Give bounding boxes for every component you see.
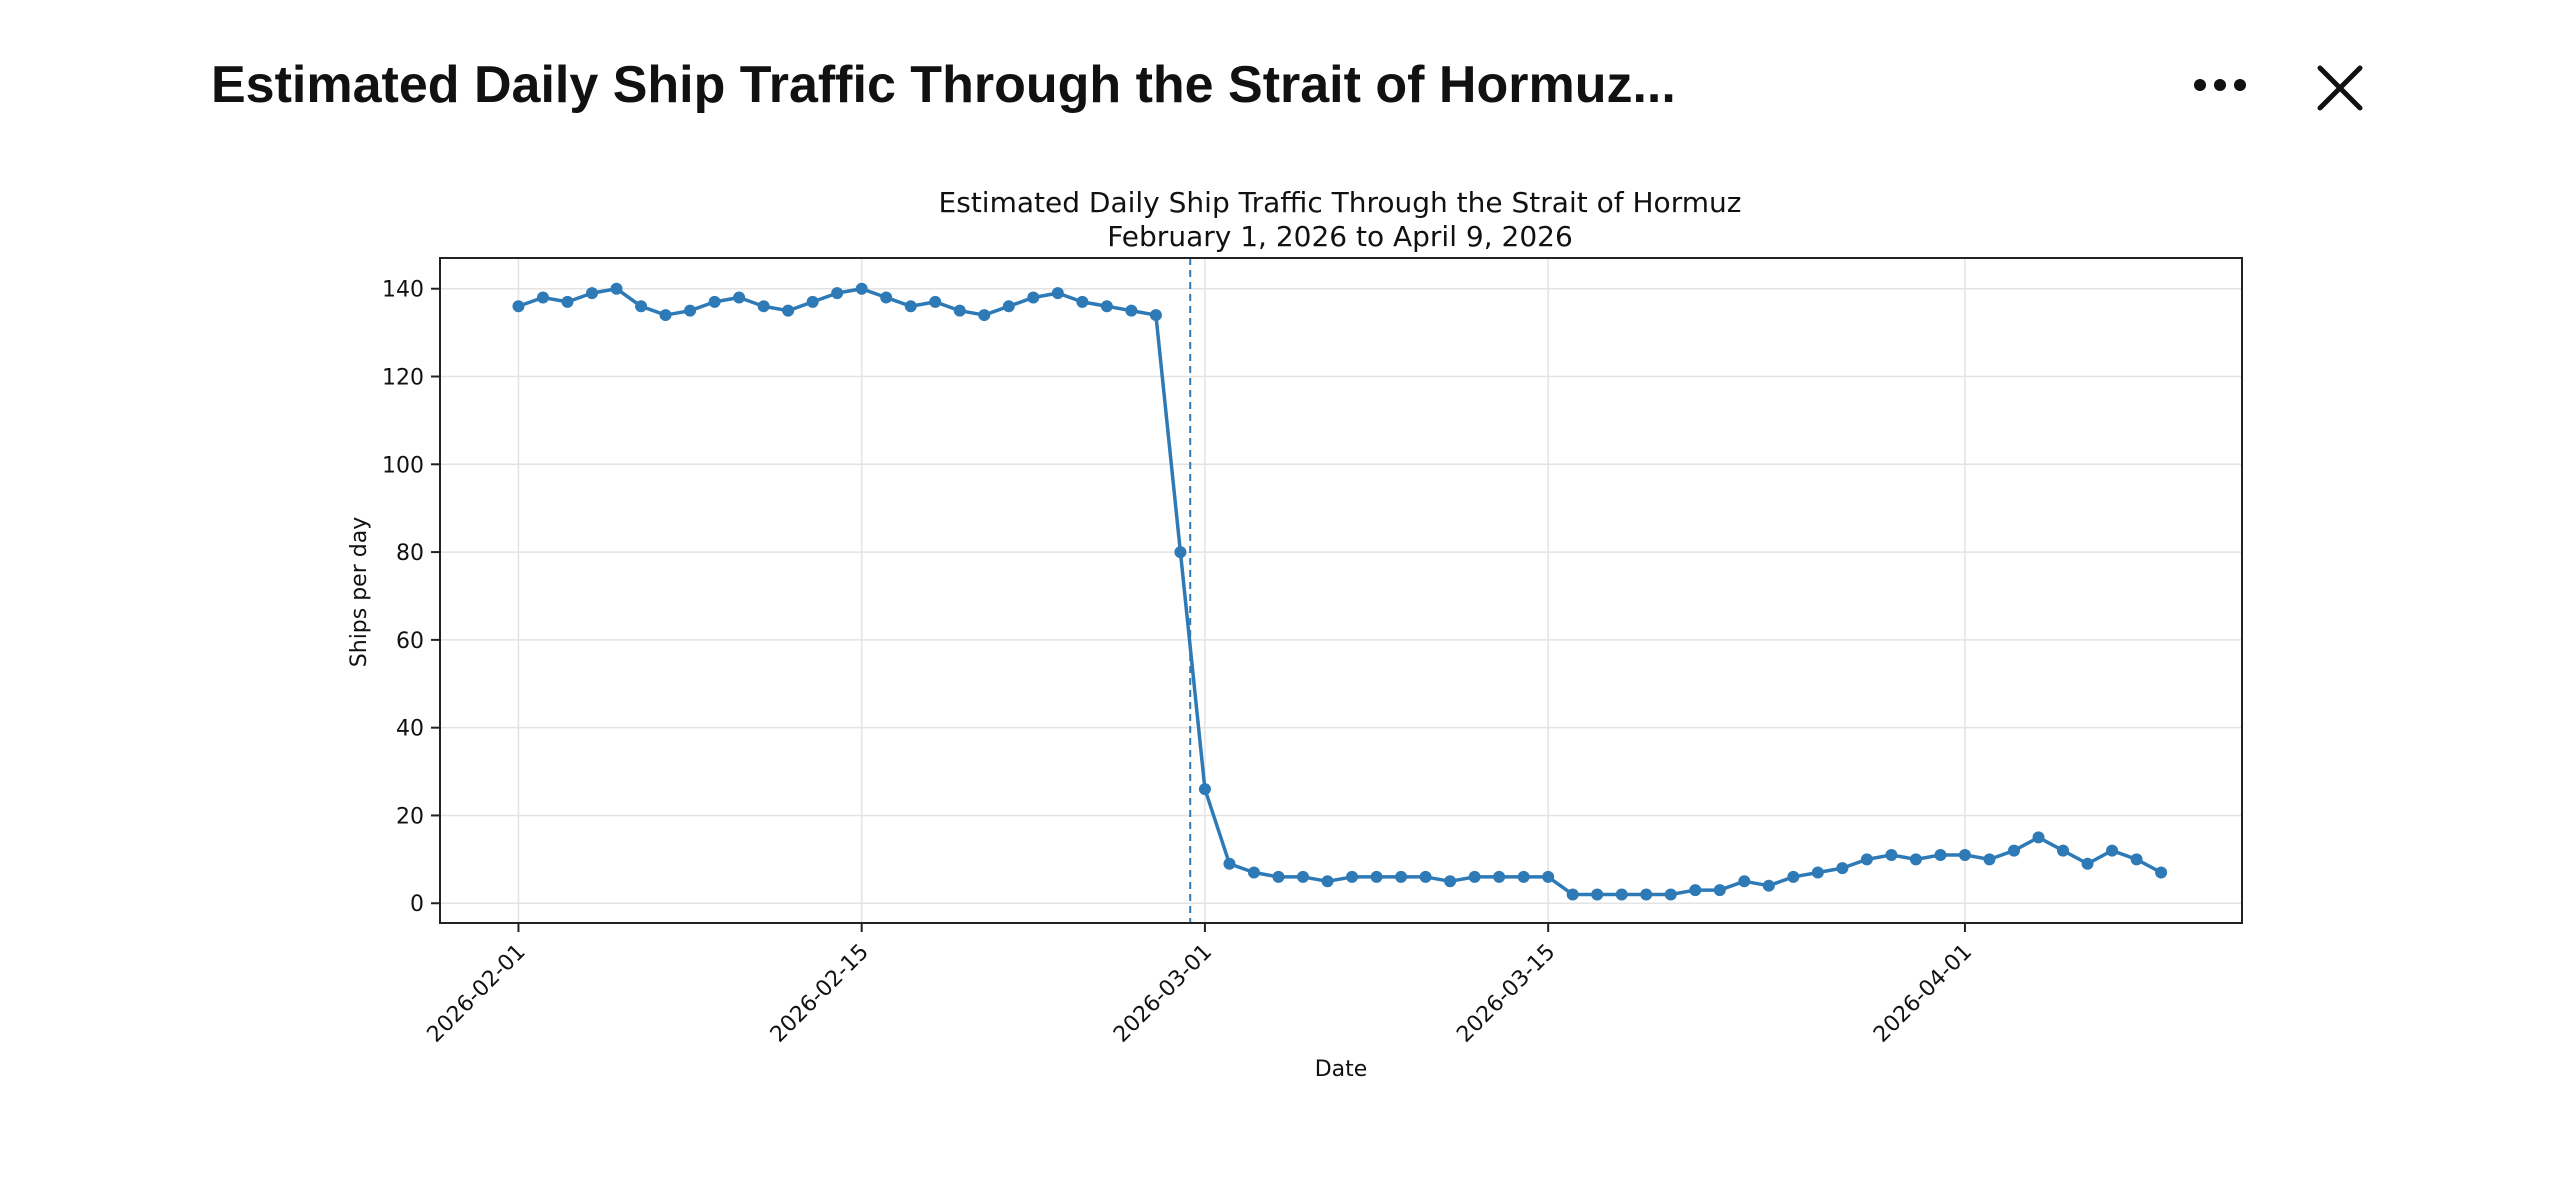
data-point: [807, 296, 819, 308]
y-tick-label: 0: [410, 892, 424, 917]
data-point: [1420, 871, 1432, 883]
data-point: [1003, 300, 1015, 312]
x-tick-label: 2026-04-01: [1869, 940, 1977, 1048]
y-axis: 0 20 40 60 80 100 120 140: [382, 278, 440, 918]
data-point: [1542, 871, 1554, 883]
y-tick-label: 100: [382, 453, 424, 478]
data-point: [684, 305, 696, 317]
x-tick-label: 2026-02-01: [423, 940, 531, 1048]
data-point: [1272, 871, 1284, 883]
x-axis: 2026-02-01 2026-02-15 2026-03-01 2026-03-15…: [423, 923, 1978, 1048]
chart-subtitle: February 1, 2026 to April 9, 2026: [1107, 220, 1573, 253]
plot-area: [440, 258, 2242, 923]
data-point: [758, 300, 770, 312]
x-axis-label: Date: [1315, 1057, 1368, 1082]
data-point: [1150, 309, 1162, 321]
y-tick-label: 80: [396, 541, 424, 566]
data-point: [1052, 287, 1064, 299]
data-point: [1861, 853, 1873, 865]
y-tick-label: 40: [396, 717, 424, 742]
data-point: [1885, 849, 1897, 861]
data-point: [1469, 871, 1481, 883]
data-point: [831, 287, 843, 299]
data-point: [1322, 875, 1334, 887]
data-point: [1174, 546, 1186, 558]
x-tick-label: 2026-02-15: [766, 940, 874, 1048]
data-point: [1223, 858, 1235, 870]
x-tick-label: 2026-03-01: [1109, 940, 1217, 1048]
data-point: [1591, 888, 1603, 900]
data-point: [635, 300, 647, 312]
data-point: [1493, 871, 1505, 883]
y-tick-label: 60: [396, 629, 424, 654]
data-point: [1567, 888, 1579, 900]
series-layer: [512, 283, 2167, 901]
data-point: [611, 283, 623, 295]
data-point: [1934, 849, 1946, 861]
data-point: [586, 287, 598, 299]
data-point: [660, 309, 672, 321]
data-point: [1101, 300, 1113, 312]
data-point: [1125, 305, 1137, 317]
data-point: [1076, 296, 1088, 308]
data-point: [537, 292, 549, 304]
data-point: [2106, 845, 2118, 857]
series-line: [518, 289, 2161, 895]
data-point: [905, 300, 917, 312]
data-point: [1199, 783, 1211, 795]
grid: [440, 258, 2242, 923]
y-axis-label: Ships per day: [347, 517, 372, 667]
data-point: [1665, 888, 1677, 900]
data-point: [1714, 884, 1726, 896]
x-tick-label: 2026-03-15: [1452, 940, 1560, 1048]
data-point: [1910, 853, 1922, 865]
data-point: [733, 292, 745, 304]
data-point: [1518, 871, 1530, 883]
data-point: [561, 296, 573, 308]
data-point: [2082, 858, 2094, 870]
data-point: [1248, 867, 1260, 879]
y-tick-label: 120: [382, 366, 424, 391]
data-point: [782, 305, 794, 317]
data-point: [2131, 853, 2143, 865]
line-chart: Estimated Daily Ship Traffic Through the…: [0, 0, 2560, 1178]
data-point: [1689, 884, 1701, 896]
data-point: [1787, 871, 1799, 883]
data-point: [1640, 888, 1652, 900]
data-point: [1763, 880, 1775, 892]
data-point: [2057, 845, 2069, 857]
data-point: [1983, 853, 1995, 865]
data-point: [880, 292, 892, 304]
data-point: [1812, 867, 1824, 879]
data-point: [978, 309, 990, 321]
data-point: [1027, 292, 1039, 304]
y-tick-label: 20: [396, 804, 424, 829]
data-point: [1346, 871, 1358, 883]
data-point: [1371, 871, 1383, 883]
y-tick-label: 140: [382, 278, 424, 303]
data-point: [512, 300, 524, 312]
data-point: [929, 296, 941, 308]
data-point: [709, 296, 721, 308]
data-point: [2033, 831, 2045, 843]
data-point: [954, 305, 966, 317]
data-point: [1738, 875, 1750, 887]
data-point: [856, 283, 868, 295]
data-point: [1444, 875, 1456, 887]
data-point: [1297, 871, 1309, 883]
data-point: [2155, 867, 2167, 879]
chart-title: Estimated Daily Ship Traffic Through the…: [939, 186, 1742, 219]
data-point: [1616, 888, 1628, 900]
data-point: [1836, 862, 1848, 874]
data-point: [2008, 845, 2020, 857]
data-point: [1959, 849, 1971, 861]
data-point: [1395, 871, 1407, 883]
